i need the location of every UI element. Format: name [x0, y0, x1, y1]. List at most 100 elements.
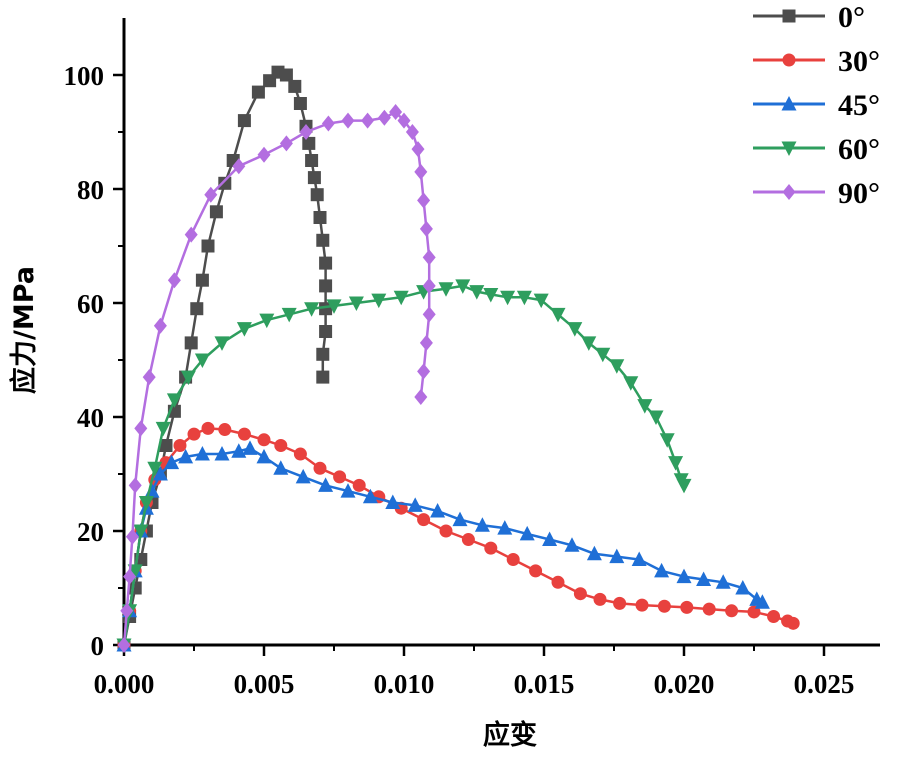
data-point-45-deg	[178, 448, 194, 464]
legend-item-45-deg: 45°	[753, 89, 880, 122]
data-point-90-deg	[414, 163, 428, 180]
data-point-90-deg	[389, 104, 403, 121]
data-point-45-deg	[519, 525, 535, 541]
data-point-0-deg	[319, 279, 333, 293]
data-point-30-deg	[237, 427, 251, 441]
data-point-60-deg	[668, 456, 684, 471]
data-point-30-deg	[417, 513, 431, 527]
data-point-60-deg	[138, 496, 154, 511]
data-point-0-deg	[159, 439, 173, 452]
data-point-30-deg	[187, 427, 201, 441]
data-point-60-deg	[371, 293, 387, 309]
data-point-60-deg	[609, 359, 625, 374]
data-point-90-deg	[417, 363, 431, 380]
data-point-45-deg	[696, 571, 712, 586]
y-tick-label: 80	[77, 175, 104, 205]
data-point-90-deg	[279, 135, 293, 152]
data-point-30-deg	[274, 439, 288, 452]
data-point-90-deg	[417, 192, 431, 209]
data-point-0-deg	[184, 336, 198, 350]
legend-item-30-deg: 30°	[753, 45, 880, 78]
x-tick-label: 0.025	[794, 669, 855, 699]
data-point-90-deg	[128, 477, 142, 494]
data-point-90-deg	[299, 124, 313, 140]
data-point-45-deg	[586, 545, 602, 561]
data-point-30-deg	[635, 598, 649, 612]
data-point-60-deg	[166, 393, 182, 408]
data-point-45-deg	[214, 446, 230, 461]
legend-marker-90-deg	[782, 184, 796, 200]
data-point-0-deg	[218, 176, 232, 190]
data-point-45-deg	[231, 443, 247, 458]
series-90-deg	[117, 104, 436, 653]
data-point-90-deg	[167, 272, 181, 289]
data-point-45-deg	[164, 454, 180, 470]
data-point-60-deg	[567, 322, 583, 337]
data-point-60-deg	[623, 376, 639, 391]
data-point-45-deg	[609, 548, 625, 564]
y-tick-label: 40	[77, 403, 104, 433]
legend-label-0-deg: 0°	[838, 1, 865, 34]
x-axis-title: 应变	[483, 719, 537, 751]
data-point-30-deg	[551, 575, 565, 589]
x-tick-label: 0.015	[514, 669, 575, 699]
data-point-30-deg	[529, 564, 543, 578]
data-point-45-deg	[676, 568, 692, 584]
data-point-60-deg	[214, 336, 230, 351]
x-tick-label: 0.020	[654, 669, 715, 699]
data-point-90-deg	[184, 226, 198, 243]
legend-marker-45-deg	[781, 96, 797, 111]
data-point-30-deg	[506, 553, 520, 566]
data-point-30-deg	[657, 599, 671, 613]
data-point-30-deg	[333, 470, 347, 484]
data-point-90-deg	[341, 112, 355, 129]
data-point-45-deg	[385, 494, 401, 509]
legend-item-90-deg: 90°	[753, 177, 880, 210]
data-point-0-deg	[190, 302, 204, 316]
data-point-60-deg	[676, 478, 692, 494]
data-point-90-deg	[419, 334, 433, 351]
data-point-0-deg	[195, 273, 209, 287]
data-point-60-deg	[155, 421, 171, 437]
data-point-0-deg	[316, 233, 330, 247]
data-point-45-deg	[754, 594, 770, 609]
data-point-60-deg	[259, 313, 275, 329]
data-point-90-deg	[405, 124, 419, 140]
y-tick-label: 20	[77, 517, 104, 547]
data-point-30-deg	[680, 600, 694, 614]
data-point-45-deg	[340, 483, 356, 498]
data-point-90-deg	[397, 112, 411, 129]
data-point-90-deg	[204, 186, 218, 203]
data-point-30-deg	[767, 610, 781, 623]
legend-label-90-deg: 90°	[838, 177, 880, 210]
data-point-60-deg	[281, 307, 297, 323]
data-point-60-deg	[393, 290, 409, 306]
y-tick-label: 60	[77, 289, 104, 319]
data-point-30-deg	[201, 421, 215, 435]
data-point-90-deg	[153, 317, 167, 334]
series-layer	[116, 65, 800, 653]
data-point-30-deg	[573, 587, 587, 601]
data-point-90-deg	[422, 249, 436, 266]
data-point-45-deg	[256, 448, 272, 464]
y-axis-title: 应力/MPa	[8, 266, 40, 394]
data-point-60-deg	[595, 347, 611, 363]
data-point-45-deg	[542, 531, 558, 547]
data-point-30-deg	[218, 423, 232, 437]
data-point-30-deg	[484, 541, 498, 555]
data-point-30-deg	[293, 447, 307, 461]
data-point-30-deg	[725, 604, 739, 618]
y-tick-label: 0	[91, 631, 105, 661]
data-point-0-deg	[319, 256, 333, 270]
data-point-30-deg	[173, 439, 187, 452]
legend-item-0-deg: 0°	[753, 1, 865, 34]
data-point-0-deg	[251, 85, 265, 99]
series-45-deg	[116, 440, 770, 652]
data-point-45-deg	[242, 440, 258, 455]
x-tick-label: 0.005	[234, 669, 295, 699]
data-point-90-deg	[361, 112, 375, 129]
data-point-60-deg	[500, 290, 516, 306]
legend-label-60-deg: 60°	[838, 133, 880, 166]
data-point-45-deg	[564, 537, 580, 552]
data-point-90-deg	[123, 568, 137, 585]
